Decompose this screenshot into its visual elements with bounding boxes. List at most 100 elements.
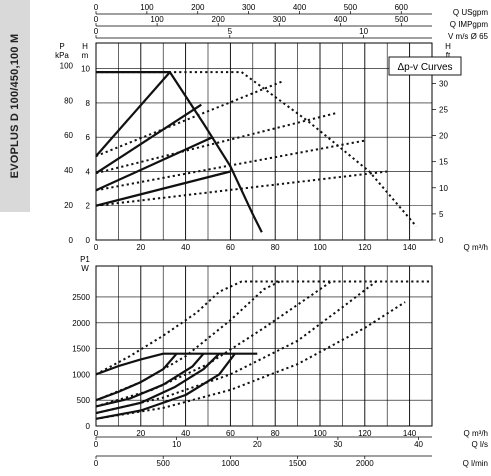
panel1-y-inner-tick-label: 0: [86, 236, 91, 245]
usgpm-scale-tick-label: 0: [94, 3, 99, 12]
panel1-series-6-dotted-line: [96, 71, 418, 227]
ls-scale-tick-label: 40: [414, 440, 423, 449]
panel1-y-outer-tick-label: 80: [64, 96, 73, 105]
panel2-y-tick-label: 500: [77, 396, 91, 405]
panel2-y-unit: W: [81, 264, 89, 273]
panel1-series-3-solid-line: [95, 103, 202, 175]
panel1-x-tick-label: 120: [358, 243, 372, 252]
panel1-y-right-tick-label: 30: [439, 79, 448, 88]
panel1-y-right-unit: ft: [446, 51, 451, 60]
panel2-x-tick-label: 120: [358, 429, 372, 438]
curve-type-legend-box: [388, 56, 462, 76]
impgpm-scale-tick-label: 0: [94, 15, 99, 24]
velocity-scale-tick-label: 5: [228, 27, 233, 36]
panel1-y-outer-unit: kPa: [55, 51, 69, 60]
impgpm-scale-tick-label: 500: [395, 15, 409, 24]
panel2-y-tick-label: 2000: [72, 319, 90, 328]
impgpm-scale-tick-label: 200: [212, 15, 226, 24]
panel1-y-outer-tick-label: 20: [64, 201, 73, 210]
lmin-scale-tick-label: 0: [94, 459, 99, 468]
usgpm-scale-tick-label: 300: [242, 3, 256, 12]
panel1-series-5-solid-line: [95, 170, 231, 207]
lmin-scale-tick-label: 500: [157, 459, 171, 468]
panel2-y-label: P1: [80, 255, 90, 264]
panel2-x-tick-label: 140: [403, 429, 417, 438]
panel1-y-right-tick-label: 0: [439, 236, 444, 245]
panel2-y-tick-label: 2500: [72, 293, 90, 302]
impgpm-scale-tick-label: 400: [334, 15, 348, 24]
panel2-series-3-solid-line: [95, 352, 205, 408]
panel2-y-tick-label: 0: [86, 422, 91, 431]
panel2-y-tick-label: 1500: [72, 345, 90, 354]
panel2-x-tick-label: 40: [181, 429, 190, 438]
panel1-y-outer-label: P: [59, 42, 64, 51]
panel1-series-4-solid-line: [95, 136, 213, 192]
panel1-y-right-tick-label: 20: [439, 132, 448, 141]
usgpm-scale-tick-label: 600: [395, 3, 409, 12]
lmin-scale-label: Q l/min: [463, 459, 488, 468]
panel1-x-tick-label: 40: [181, 243, 190, 252]
velocity-scale-label: V m/s Ø 65: [448, 32, 489, 41]
panel2-x-tick-label: 0: [94, 429, 99, 438]
panel2-series-1-solid-line: [95, 352, 258, 376]
lmin-scale-tick-label: 1000: [222, 459, 240, 468]
panel1-x-tick-label: 100: [313, 243, 327, 252]
panel1-y-inner-tick-label: 4: [86, 167, 91, 176]
panel2-x-axis-label: Q m³/h: [464, 429, 488, 438]
panel1-y-outer-tick-label: 0: [69, 236, 74, 245]
panel1-y-inner-tick-label: 6: [86, 133, 91, 142]
velocity-scale-tick-label: 0: [94, 27, 99, 36]
ls-scale-tick-label: 10: [172, 440, 181, 449]
ls-scale-tick-label: 0: [94, 440, 99, 449]
panel1-y-inner-tick-label: 8: [86, 99, 91, 108]
panel1-y-inner-tick-label: 10: [81, 65, 90, 74]
panel1-y-right-tick-label: 5: [439, 210, 444, 219]
panel1-y-outer-tick-label: 60: [64, 131, 73, 140]
panel1-y-outer-tick-label: 100: [60, 61, 74, 70]
ls-scale-tick-label: 30: [333, 440, 342, 449]
curve-type-legend-label: Δp-v Curves: [397, 62, 452, 73]
velocity-scale-tick-label: 10: [359, 27, 368, 36]
panel1-series-2-solid-line: [95, 71, 171, 157]
lmin-scale-tick-label: 2000: [356, 459, 374, 468]
panel1-x-tick-label: 80: [271, 243, 280, 252]
panel2-series-6-dotted-line: [95, 280, 432, 376]
panel2-x-tick-label: 20: [136, 429, 145, 438]
panel2-series-9-dotted-line: [95, 280, 377, 415]
impgpm-scale-label: Q IMPgpm: [450, 20, 489, 29]
usgpm-scale-tick-label: 500: [344, 3, 358, 12]
panel2-y-tick-label: 1000: [72, 370, 90, 379]
panel1-x-tick-label: 60: [226, 243, 235, 252]
panel1-series-10-dotted-line: [95, 170, 388, 207]
impgpm-scale-tick-label: 300: [273, 15, 287, 24]
panel1-x-tick-label: 20: [136, 243, 145, 252]
panel1-y-inner-tick-label: 2: [86, 202, 91, 211]
usgpm-scale-tick-label: 200: [191, 3, 205, 12]
panel2-x-tick-label: 80: [271, 429, 280, 438]
ls-scale-tick-label: 20: [253, 440, 262, 449]
ls-scale-label: Q l/s: [472, 440, 488, 449]
panel2-x-tick-label: 60: [226, 429, 235, 438]
lmin-scale-tick-label: 1500: [289, 459, 307, 468]
panel1-y-right-label: H: [445, 42, 451, 51]
panel2-series-8-dotted-line: [95, 280, 332, 408]
panel2-series-7-dotted-line: [95, 280, 281, 402]
panel1-x-tick-label: 0: [94, 243, 99, 252]
panel2-series-5-solid-line: [95, 353, 236, 420]
panel1-y-outer-tick-label: 40: [64, 166, 73, 175]
usgpm-scale-label: Q USgpm: [453, 8, 488, 17]
usgpm-scale-tick-label: 100: [140, 3, 154, 12]
panel1-x-axis-label: Q m³/h: [464, 243, 488, 252]
panel1-x-tick-label: 140: [403, 243, 417, 252]
panel1-y-inner-label: H: [82, 42, 88, 51]
panel2-series-10-dotted-line: [95, 301, 406, 420]
panel1-y-right-tick-label: 25: [439, 105, 448, 114]
usgpm-scale-tick-label: 400: [293, 3, 307, 12]
panel1-y-right-tick-label: 10: [439, 184, 448, 193]
panel1-y-right-tick-label: 15: [439, 158, 448, 167]
panel1-series-7-dotted-line: [95, 79, 285, 158]
panel1-series-1-solid-line: [96, 70, 263, 233]
impgpm-scale-tick-label: 100: [150, 15, 164, 24]
